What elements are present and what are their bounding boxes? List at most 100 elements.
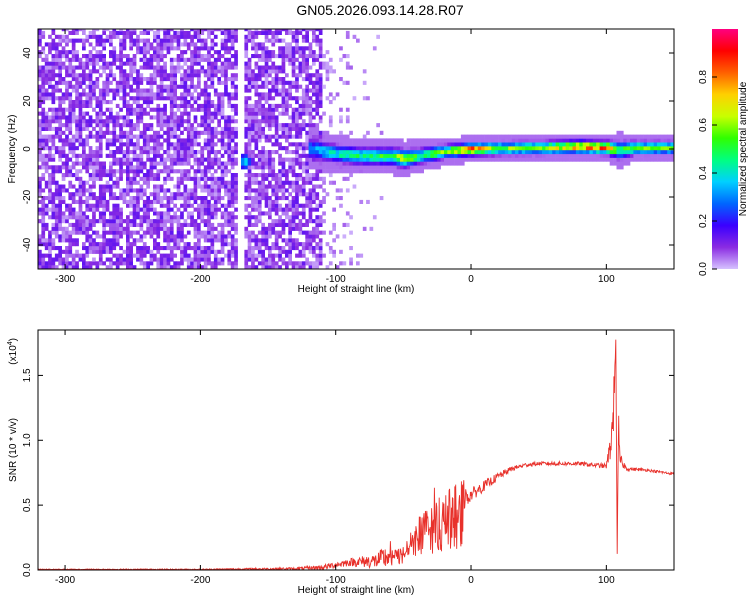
- spectrogram-cell: [119, 84, 123, 89]
- spectrogram-cell: [254, 265, 259, 269]
- spectrogram-cell: [132, 219, 137, 224]
- spectrogram-cell: [126, 203, 130, 208]
- spectrogram-cell: [146, 157, 150, 162]
- spectrogram-cell: [71, 265, 76, 269]
- spectrogram-cell: [264, 199, 269, 204]
- spectrogram-cell: [254, 242, 259, 247]
- spectrogram-cell: [142, 29, 147, 32]
- spectrogram-cell: [318, 92, 323, 97]
- spectrogram-cell: [163, 230, 167, 235]
- spectrogram-cell: [295, 30, 299, 35]
- spectrogram-cell: [285, 146, 289, 151]
- spectrogram-cell: [159, 29, 164, 32]
- spectrogram-cell: [261, 238, 265, 243]
- spectrogram-cell: [75, 65, 79, 70]
- spectrogram-cell: [115, 261, 120, 266]
- spectrogram-cell: [129, 222, 133, 227]
- spectrogram-cell: [180, 65, 184, 70]
- spectrogram-cell: [169, 69, 174, 74]
- spectrogram-cell: [65, 153, 69, 158]
- spectrogram-cell: [528, 153, 533, 158]
- spectrogram-cell: [217, 92, 221, 97]
- spectrogram-cell: [132, 199, 137, 204]
- spectrogram-cell: [312, 165, 316, 170]
- spectrogram-cell: [278, 173, 282, 178]
- spectrogram-cell: [301, 57, 306, 62]
- spectrogram-cell: [186, 103, 191, 108]
- spectrogram-cell: [328, 150, 333, 155]
- spectrogram-cell: [420, 169, 424, 174]
- spectrogram-cell: [305, 161, 309, 166]
- spectrogram-cell: [504, 134, 509, 139]
- spectrogram-cell: [41, 134, 46, 139]
- spectrogram-cell: [159, 38, 164, 43]
- spectrogram-cell: [129, 46, 133, 51]
- spectrogram-cell: [268, 65, 272, 70]
- spectrogram-cell: [102, 119, 106, 124]
- spectrogram-cell: [180, 146, 184, 151]
- spectrogram-cell: [285, 80, 289, 85]
- spectrogram-cell: [224, 34, 228, 39]
- spectrogram-cell: [197, 80, 201, 85]
- spectrogram-cell: [511, 150, 516, 155]
- spectrogram-cell: [613, 161, 617, 166]
- spectrogram-cell: [362, 169, 367, 174]
- spectrogram-cell: [38, 54, 42, 59]
- spectrogram-cell: [142, 138, 147, 143]
- spectrogram-cell: [339, 119, 343, 124]
- spectrogram-cell: [501, 134, 506, 139]
- spectrogram-cell: [447, 161, 451, 166]
- spectrogram-cell: [163, 169, 167, 174]
- spectrogram-cell: [149, 257, 154, 262]
- spectrogram-cell: [102, 134, 106, 139]
- spectrogram-cell: [244, 173, 249, 178]
- spectrogram-cell: [78, 126, 83, 131]
- spectrogram-cell: [186, 146, 191, 151]
- spectrogram-cell: [54, 246, 59, 251]
- spectrogram-cell: [301, 123, 306, 128]
- spectrogram-cell: [54, 84, 59, 89]
- spectrogram-cell: [197, 150, 201, 155]
- spectrogram-cell: [244, 180, 249, 185]
- spectrogram-cell: [308, 73, 313, 78]
- spectrogram-cell: [183, 38, 188, 43]
- spectrogram-cell: [332, 165, 336, 170]
- spectrogram-cell: [105, 238, 110, 243]
- spectrogram-cell: [430, 153, 435, 158]
- spectrogram-cell: [44, 196, 49, 201]
- spectrogram-cell: [71, 84, 76, 89]
- spectrogram-cell: [339, 130, 343, 135]
- spectrogram-cell: [217, 80, 221, 85]
- spectrogram-cell: [112, 253, 117, 258]
- spectrogram-cell: [261, 180, 265, 185]
- spectrogram-cell: [193, 107, 198, 112]
- spectrogram-cell: [217, 207, 221, 212]
- spectrogram-cell: [105, 84, 110, 89]
- spectrogram-cell: [88, 123, 93, 128]
- spectrogram-cell: [251, 126, 255, 131]
- spectrogram-cell: [58, 69, 62, 74]
- spectrogram-cell: [58, 119, 62, 124]
- spectrogram-cell: [136, 253, 140, 258]
- spectrogram-cell: [153, 54, 157, 59]
- spectrogram-cell: [315, 103, 320, 108]
- spectrogram-cell: [589, 142, 594, 147]
- spectrogram-cell: [268, 173, 272, 178]
- spectrogram-cell: [119, 157, 123, 162]
- spectrogram-cell: [41, 92, 46, 97]
- spectrogram-cell: [115, 150, 120, 155]
- spectrogram-cell: [325, 69, 330, 74]
- spectrogram-cell: [153, 138, 157, 143]
- colorbar-label: Normalized spectral amplitude: [738, 81, 749, 216]
- spectrogram-cell: [95, 169, 100, 174]
- spectrogram-cell: [112, 115, 117, 120]
- spectrogram-cell: [78, 29, 83, 32]
- spectrogram-cell: [159, 96, 164, 101]
- spectrogram-cell: [247, 211, 252, 216]
- spectrogram-cell: [105, 61, 110, 66]
- spectrogram-cell: [109, 238, 113, 243]
- spectrogram-cell: [51, 69, 56, 74]
- spectrogram-cell: [44, 169, 49, 174]
- spectrogram-cell: [623, 142, 627, 147]
